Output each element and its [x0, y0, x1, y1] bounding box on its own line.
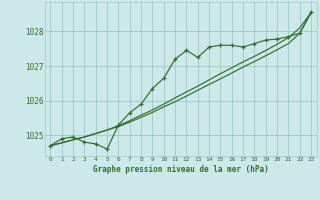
X-axis label: Graphe pression niveau de la mer (hPa): Graphe pression niveau de la mer (hPa): [93, 165, 269, 174]
